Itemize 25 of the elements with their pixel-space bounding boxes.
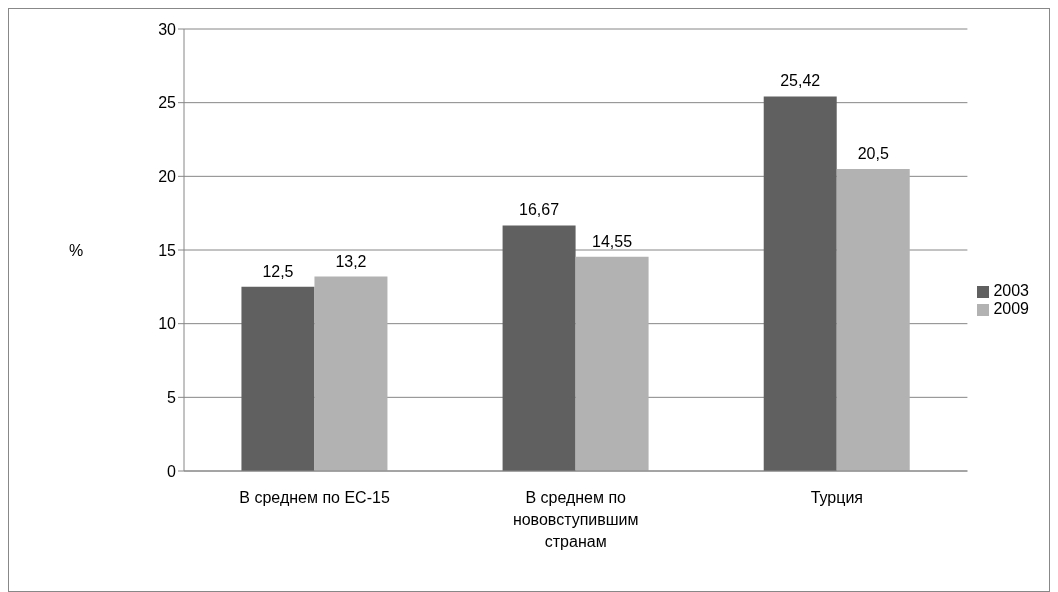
y-tick-label: 15 bbox=[158, 241, 177, 259]
y-tick-label: 30 bbox=[158, 20, 177, 38]
bar bbox=[836, 168, 910, 471]
data-label: 12,5 bbox=[262, 262, 294, 280]
bar bbox=[763, 96, 837, 471]
legend-label: 2003 bbox=[993, 282, 1029, 299]
y-tick-label: 25 bbox=[158, 94, 177, 112]
y-axis-title: % bbox=[69, 241, 84, 259]
data-label: 25,42 bbox=[780, 72, 821, 90]
data-label: 14,55 bbox=[592, 232, 633, 250]
x-tick-label: Турция bbox=[810, 489, 864, 506]
data-label: 16,67 bbox=[519, 201, 560, 219]
data-label: 20,5 bbox=[857, 144, 889, 162]
y-tick-label: 5 bbox=[167, 389, 177, 407]
x-tick-label: В среднем по ЕС-15 bbox=[239, 489, 390, 506]
bar bbox=[575, 256, 649, 471]
y-tick-label: 0 bbox=[167, 462, 177, 480]
y-tick-label: 10 bbox=[158, 315, 177, 333]
bar bbox=[502, 225, 576, 471]
x-tick-label: В среднем по нововступившим странам bbox=[512, 489, 639, 550]
bar bbox=[314, 276, 388, 471]
bar bbox=[241, 286, 315, 471]
legend-label: 2009 bbox=[993, 300, 1029, 317]
y-tick-label: 20 bbox=[158, 168, 177, 186]
data-label: 13,2 bbox=[335, 252, 367, 270]
